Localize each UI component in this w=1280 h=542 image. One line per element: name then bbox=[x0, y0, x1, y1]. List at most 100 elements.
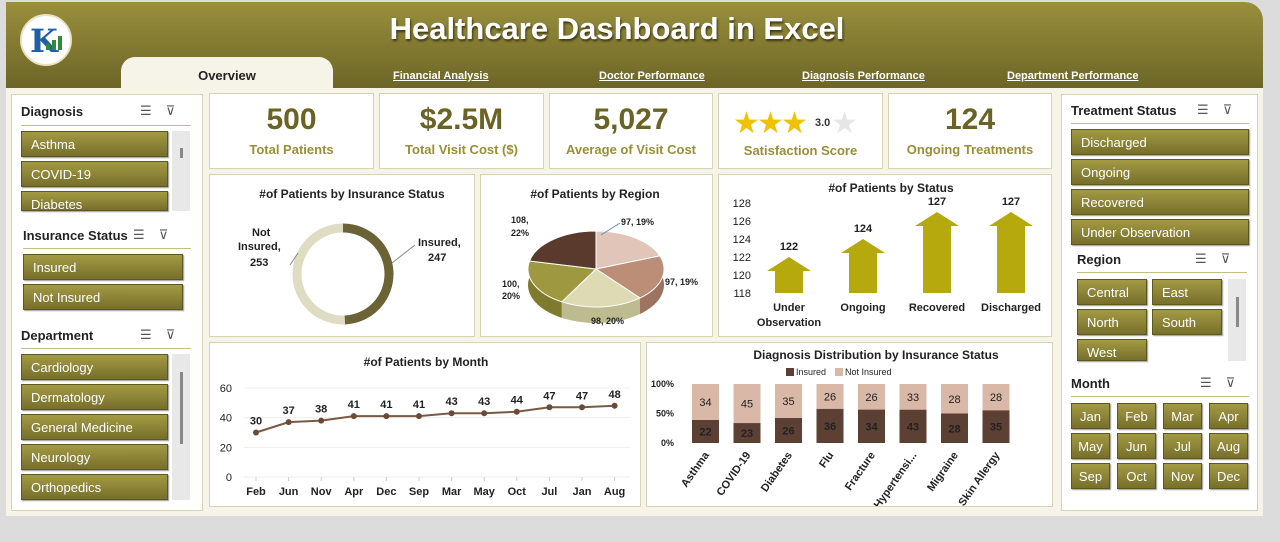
y-tick-label: 120 bbox=[733, 270, 751, 282]
bar-not-insured bbox=[816, 384, 844, 409]
clear-filter-icon[interactable]: ⊽ bbox=[165, 103, 176, 118]
data-label: 124 bbox=[854, 223, 873, 235]
x-tick-label: Observation bbox=[757, 317, 821, 329]
clear-filter-icon[interactable]: ⊽ bbox=[1222, 102, 1233, 117]
slicer-item-west[interactable]: West bbox=[1077, 339, 1147, 361]
kpi-ongoing-treatments: 124 Ongoing Treatments bbox=[888, 93, 1052, 169]
tab-financial-analysis[interactable]: Financial Analysis bbox=[393, 70, 489, 82]
data-label: 100, bbox=[502, 279, 520, 289]
diagnosis-scrollbar[interactable] bbox=[172, 131, 190, 211]
slicer-item-under-observation[interactable]: Under Observation bbox=[1071, 219, 1249, 245]
data-label: 28 bbox=[990, 392, 1002, 404]
kpi-average-visit-cost: 5,027 Average of Visit Cost bbox=[549, 93, 713, 169]
treatment-slicer-title: Treatment Status bbox=[1071, 103, 1177, 118]
tab-doctor-performance[interactable]: Doctor Performance bbox=[599, 70, 705, 82]
slicer-item-recovered[interactable]: Recovered bbox=[1071, 189, 1249, 215]
multi-select-icon[interactable]: ☰ bbox=[1197, 102, 1209, 117]
slicer-item-north[interactable]: North bbox=[1077, 309, 1147, 335]
star-icon: ★ bbox=[781, 107, 808, 140]
x-tick-label: Asthma bbox=[679, 449, 712, 490]
data-point bbox=[579, 404, 585, 411]
data-label: 22% bbox=[511, 228, 529, 238]
slicer-item-covid-19[interactable]: COVID-19 bbox=[21, 161, 168, 187]
slicer-item-oct[interactable]: Oct bbox=[1117, 463, 1156, 489]
x-tick-label: Migraine bbox=[925, 450, 961, 494]
legend-label-insured: Insured bbox=[796, 367, 826, 377]
y-tick-label: 122 bbox=[733, 252, 751, 264]
legend-swatch-insured bbox=[786, 368, 794, 376]
slicer-item-apr[interactable]: Apr bbox=[1209, 403, 1248, 429]
x-tick-label: Jul bbox=[541, 486, 557, 498]
slicer-item-jun[interactable]: Jun bbox=[1117, 433, 1156, 459]
clear-filter-icon[interactable]: ⊽ bbox=[1220, 251, 1231, 266]
slicer-item-asthma[interactable]: Asthma bbox=[21, 131, 168, 157]
slicer-item-neurology[interactable]: Neurology bbox=[21, 444, 168, 470]
multi-select-icon[interactable]: ☰ bbox=[140, 327, 152, 342]
region-scrollbar[interactable] bbox=[1228, 279, 1246, 361]
donut-slice-insured bbox=[342, 223, 394, 325]
bar-not-insured bbox=[941, 384, 968, 414]
dashboard-title: Healthcare Dashboard in Excel bbox=[389, 11, 845, 46]
x-tick-label: Jan bbox=[573, 486, 592, 498]
tab-department-performance[interactable]: Department Performance bbox=[1007, 70, 1139, 82]
slicer-item-dec[interactable]: Dec bbox=[1209, 463, 1248, 489]
clear-filter-icon[interactable]: ⊽ bbox=[158, 227, 169, 242]
slicer-item-not-insured[interactable]: Not Insured bbox=[23, 284, 183, 310]
slicer-item-may[interactable]: May bbox=[1071, 433, 1110, 459]
slicer-item-general-medicine[interactable]: General Medicine bbox=[21, 414, 168, 440]
x-tick-label: Skin Allergy bbox=[956, 449, 1003, 507]
slicer-item-ongoing[interactable]: Ongoing bbox=[1071, 159, 1249, 185]
data-label: 43 bbox=[445, 396, 457, 408]
slicer-item-mar[interactable]: Mar bbox=[1163, 403, 1202, 429]
data-label: 20% bbox=[502, 291, 520, 301]
chart-insurance-status: #of Patients by Insurance Status Insured… bbox=[209, 174, 475, 337]
data-label: Insured, bbox=[238, 241, 281, 253]
kpi-total-visit-cost: $2.5M Total Visit Cost ($) bbox=[379, 93, 544, 169]
data-label: 34 bbox=[865, 421, 878, 433]
slicer-item-central[interactable]: Central bbox=[1077, 279, 1147, 305]
slicer-item-feb[interactable]: Feb bbox=[1117, 403, 1156, 429]
x-tick-label: Fracture bbox=[843, 450, 878, 493]
data-label: 28 bbox=[948, 423, 960, 435]
data-label: 26 bbox=[865, 392, 877, 404]
data-label: 35 bbox=[990, 422, 1002, 434]
slicer-item-sep[interactable]: Sep bbox=[1071, 463, 1110, 489]
data-label: 38 bbox=[315, 404, 327, 416]
status-arrow-bar bbox=[841, 239, 885, 293]
data-label: 97, 19% bbox=[665, 277, 698, 287]
slicer-item-diabetes[interactable]: Diabetes bbox=[21, 191, 168, 211]
tab-overview[interactable]: Overview bbox=[121, 57, 333, 89]
multi-select-icon[interactable]: ☰ bbox=[1200, 375, 1212, 390]
x-tick-label: Jun bbox=[279, 486, 299, 498]
multi-select-icon[interactable]: ☰ bbox=[133, 227, 145, 242]
data-point bbox=[253, 429, 259, 436]
data-label: 47 bbox=[576, 390, 588, 402]
tab-diagnosis-performance[interactable]: Diagnosis Performance bbox=[802, 70, 925, 82]
slicer-item-jan[interactable]: Jan bbox=[1071, 403, 1110, 429]
slicer-item-nov[interactable]: Nov bbox=[1163, 463, 1202, 489]
chart-title: #of Patients by Insurance Status bbox=[259, 187, 445, 201]
y-tick-label: 0 bbox=[226, 472, 232, 484]
data-label: 26 bbox=[782, 425, 794, 437]
slicer-item-discharged[interactable]: Discharged bbox=[1071, 129, 1249, 155]
slicer-item-aug[interactable]: Aug bbox=[1209, 433, 1248, 459]
clear-filter-icon[interactable]: ⊽ bbox=[1225, 375, 1236, 390]
clear-filter-icon[interactable]: ⊽ bbox=[165, 327, 176, 342]
slicer-item-cardiology[interactable]: Cardiology bbox=[21, 354, 168, 380]
slicer-item-jul[interactable]: Jul bbox=[1163, 433, 1202, 459]
donut-slice-not-insured bbox=[292, 223, 345, 325]
multi-select-icon[interactable]: ☰ bbox=[1195, 251, 1207, 266]
slicer-item-dermatology[interactable]: Dermatology bbox=[21, 384, 168, 410]
slicer-item-east[interactable]: East bbox=[1152, 279, 1222, 305]
slicer-item-orthopedics[interactable]: Orthopedics bbox=[21, 474, 168, 500]
slicer-item-south[interactable]: South bbox=[1152, 309, 1222, 335]
slicer-item-insured[interactable]: Insured bbox=[23, 254, 183, 280]
department-scrollbar[interactable] bbox=[172, 354, 190, 500]
star-icon: ★ bbox=[733, 107, 760, 140]
status-arrow-bar bbox=[767, 257, 811, 293]
y-tick-label: 100% bbox=[651, 379, 674, 389]
data-label: Not bbox=[252, 227, 271, 239]
multi-select-icon[interactable]: ☰ bbox=[140, 103, 152, 118]
data-label: 108, bbox=[511, 215, 529, 225]
status-arrow-bar bbox=[915, 212, 959, 293]
